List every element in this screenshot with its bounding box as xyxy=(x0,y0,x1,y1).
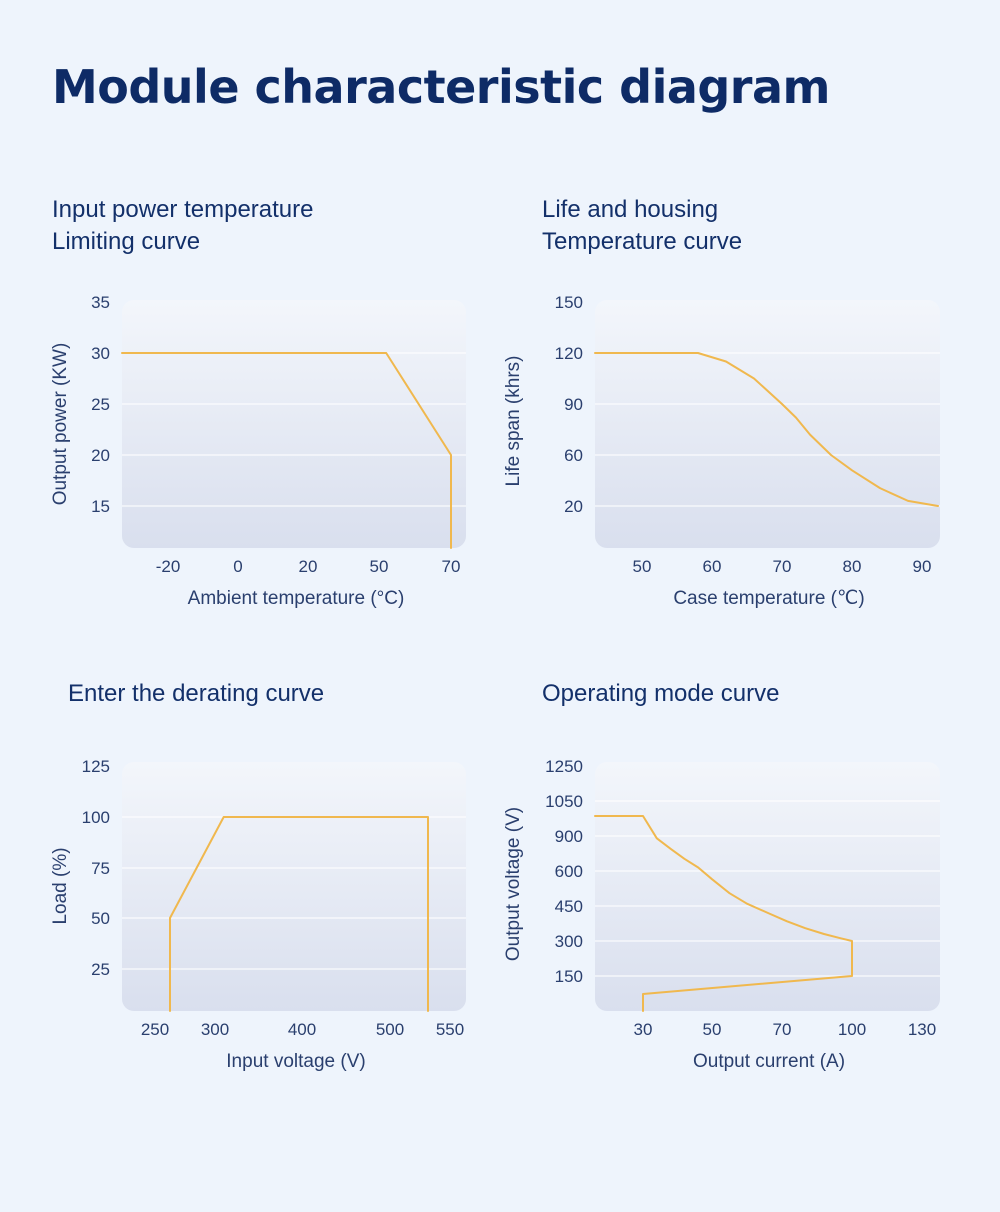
chart-title-line: Operating mode curve xyxy=(542,680,780,707)
chart-title-derating: Enter the derating curve xyxy=(68,678,324,710)
y-axis-title: Output power (KW) xyxy=(50,343,71,506)
y-tick-label: 90 xyxy=(564,395,583,414)
x-axis-title: Ambient temperature (°C) xyxy=(188,588,405,609)
chart-title-life-span: Life and housing Temperature curve xyxy=(542,194,742,258)
x-tick-label: 20 xyxy=(299,557,318,576)
x-tick-label: 70 xyxy=(442,557,461,576)
x-axis-title: Output current (A) xyxy=(693,1051,845,1072)
x-tick-label: 100 xyxy=(838,1020,866,1039)
series-line xyxy=(121,352,452,549)
x-tick-label: 60 xyxy=(703,557,722,576)
y-tick-label: 150 xyxy=(555,967,583,986)
y-tick-label: 35 xyxy=(91,293,110,312)
x-tick-label: 70 xyxy=(773,1020,792,1039)
x-tick-label: 90 xyxy=(913,557,932,576)
x-tick-label: 50 xyxy=(703,1020,722,1039)
chart-title-line: Enter the derating curve xyxy=(68,680,325,707)
y-tick-label: 50 xyxy=(91,909,110,928)
chart-title-line: Temperature curve xyxy=(542,228,743,255)
y-tick-label: 30 xyxy=(91,344,110,363)
x-tick-label: 400 xyxy=(288,1020,316,1039)
series-line xyxy=(594,352,939,507)
y-axis-title: Load (%) xyxy=(50,847,71,924)
chart-title-line: Limiting curve xyxy=(52,228,201,255)
y-tick-label: 100 xyxy=(82,808,110,827)
plot-area xyxy=(122,300,466,548)
x-tick-label: 70 xyxy=(773,557,792,576)
series-line xyxy=(594,815,853,1012)
chart-title-operating-mode: Operating mode curve xyxy=(542,678,779,710)
chart-title-line: Life and housing xyxy=(542,196,719,223)
y-tick-label: 900 xyxy=(555,827,583,846)
y-tick-label: 125 xyxy=(82,757,110,776)
chart-title-line: Input power temperature xyxy=(52,196,314,223)
y-tick-label: 20 xyxy=(564,497,583,516)
y-tick-label: 75 xyxy=(91,859,110,878)
y-tick-label: 60 xyxy=(564,446,583,465)
chart-input-power-limiting: 35 30 25 20 15 -20 0 20 50 70 Ambient temperature … xyxy=(50,293,466,609)
y-tick-label: 25 xyxy=(91,960,110,979)
x-axis-title: Input voltage (V) xyxy=(226,1051,365,1072)
x-axis-title: Case temperature (℃) xyxy=(673,588,864,609)
x-tick-label: 30 xyxy=(634,1020,653,1039)
y-axis-title: Output voltage (V) xyxy=(503,807,524,961)
y-tick-label: 25 xyxy=(91,395,110,414)
chart-title-input-power: Input power temperature Limiting curve xyxy=(52,194,313,258)
x-tick-label: 50 xyxy=(370,557,389,576)
x-tick-label: 500 xyxy=(376,1020,404,1039)
y-tick-label: 15 xyxy=(91,497,110,516)
y-tick-label: 20 xyxy=(91,446,110,465)
y-tick-label: 300 xyxy=(555,932,583,951)
chart-input-derating: 125 100 75 50 25 250 300 400 500 550 Input voltage… xyxy=(50,757,466,1072)
chart-life-vs-case-temperature: 150 120 90 60 20 50 60 70 80 90 Case temperature (… xyxy=(503,293,940,609)
plot-area xyxy=(595,762,940,1011)
chart-operating-mode: 1250 1050 900 600 450 300 150 30 50 70 100 130 Outpu… xyxy=(503,757,940,1072)
y-tick-label: 1050 xyxy=(545,792,583,811)
x-tick-label: 300 xyxy=(201,1020,229,1039)
x-tick-label: 0 xyxy=(233,557,242,576)
y-tick-label: 600 xyxy=(555,862,583,881)
x-tick-label: 550 xyxy=(436,1020,464,1039)
y-tick-label: 150 xyxy=(555,293,583,312)
y-tick-label: 1250 xyxy=(545,757,583,776)
x-tick-label: 130 xyxy=(908,1020,936,1039)
y-tick-label: 450 xyxy=(555,897,583,916)
series-line xyxy=(169,816,429,1012)
x-tick-label: -20 xyxy=(156,557,181,576)
y-tick-label: 120 xyxy=(555,344,583,363)
y-axis-title: Life span (khrs) xyxy=(503,356,524,487)
x-tick-label: 50 xyxy=(633,557,652,576)
plot-area xyxy=(122,762,466,1011)
x-tick-label: 80 xyxy=(843,557,862,576)
plot-area xyxy=(595,300,940,548)
page-title: Module characteristic diagram xyxy=(52,60,830,114)
x-tick-label: 250 xyxy=(141,1020,169,1039)
